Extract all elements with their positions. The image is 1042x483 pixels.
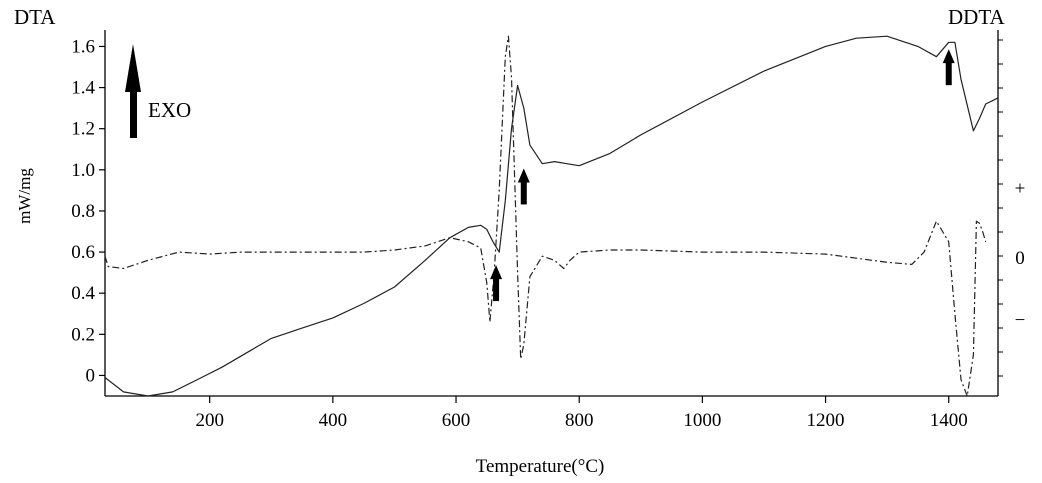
left-title: DTA	[14, 5, 56, 29]
x-tick-label: 1000	[683, 410, 721, 431]
x-tick-label: 200	[195, 410, 224, 431]
y-tick-label: 0	[86, 365, 96, 386]
right-title: DDTA	[948, 5, 1005, 29]
y-tick-label: 1.0	[71, 160, 95, 181]
x-tick-label: 400	[319, 410, 348, 431]
x-axis-label: Temperature(°C)	[476, 456, 605, 477]
right-axis-mark-label: +	[1015, 178, 1026, 199]
marker-arrow-icon	[490, 265, 503, 302]
y-tick-label: 0.8	[71, 201, 95, 222]
y-tick-label: 0.4	[71, 283, 95, 304]
x-tick-label: 1200	[807, 410, 845, 431]
y-axis-label: mW/mg	[15, 168, 34, 224]
right-axis-mark-label: −	[1015, 310, 1026, 331]
right-axis-mark-label: 0	[1015, 248, 1025, 269]
ddta-dashdot-line	[104, 35, 987, 397]
exo-arrow-icon	[125, 44, 141, 138]
y-tick-label: 0.6	[71, 242, 95, 263]
marker-arrow-icon	[517, 168, 530, 205]
marker-arrow-icon	[942, 49, 955, 86]
y-tick-label: 1.6	[71, 36, 95, 57]
y-tick-label: 1.4	[71, 78, 95, 99]
exo-label: EXO	[148, 98, 191, 122]
dta-solid-line	[104, 35, 999, 397]
y-tick-label: 1.2	[71, 119, 95, 140]
x-tick-label: 1400	[930, 410, 968, 431]
x-tick-label: 600	[442, 410, 471, 431]
y-tick-label: 0.2	[71, 324, 95, 345]
x-tick-label: 800	[565, 410, 594, 431]
